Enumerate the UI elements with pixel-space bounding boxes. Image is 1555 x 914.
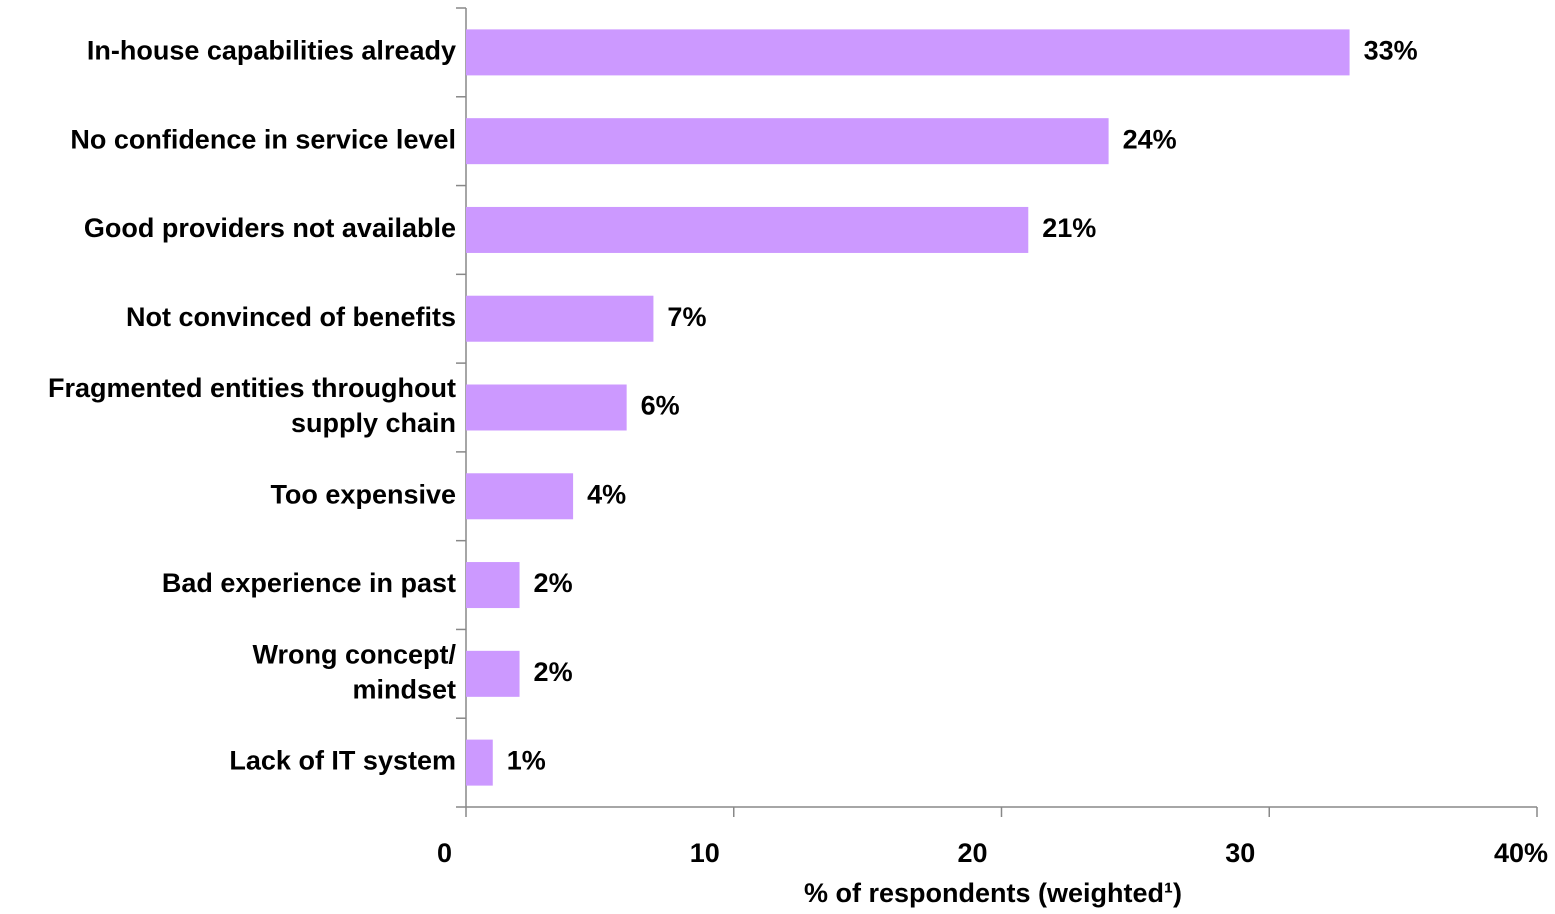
x-tick-label: 30 xyxy=(1225,838,1255,868)
bar xyxy=(466,384,627,431)
x-tick-label: 20 xyxy=(957,838,987,868)
bar xyxy=(466,118,1109,165)
value-label: 33% xyxy=(1364,36,1418,66)
x-tick-label: 0 xyxy=(437,838,452,868)
bar xyxy=(466,739,493,786)
value-label: 4% xyxy=(587,479,626,509)
y-tick-label: Wrong concept/mindset xyxy=(252,639,456,704)
value-label: 21% xyxy=(1042,213,1096,243)
value-label: 2% xyxy=(534,657,573,687)
y-tick-label: Good providers not available xyxy=(84,213,456,243)
y-tick-label: Lack of IT system xyxy=(229,746,456,776)
bar xyxy=(466,562,520,609)
value-label: 7% xyxy=(667,302,706,332)
y-tick-label: Bad experience in past xyxy=(162,568,456,598)
y-tick-label: No confidence in service level xyxy=(70,124,456,154)
y-tick-label: Too expensive xyxy=(270,479,456,509)
bar xyxy=(466,295,654,342)
bar xyxy=(466,29,1350,76)
value-label: 1% xyxy=(507,746,546,776)
value-label: 2% xyxy=(534,568,573,598)
y-tick-label: In-house capabilities already xyxy=(87,36,456,66)
x-tick-label: 10 xyxy=(690,838,720,868)
y-tick-label: Not convinced of benefits xyxy=(126,302,456,332)
bar xyxy=(466,473,574,520)
x-tick-label: 40% xyxy=(1494,838,1548,868)
y-tick-label: Fragmented entities throughout supply cha… xyxy=(48,373,456,438)
value-label: 6% xyxy=(641,391,680,421)
value-label: 24% xyxy=(1123,124,1177,154)
bar xyxy=(466,650,520,697)
x-axis-title: % of respondents (weighted¹) xyxy=(804,878,1182,908)
bar xyxy=(466,206,1029,253)
